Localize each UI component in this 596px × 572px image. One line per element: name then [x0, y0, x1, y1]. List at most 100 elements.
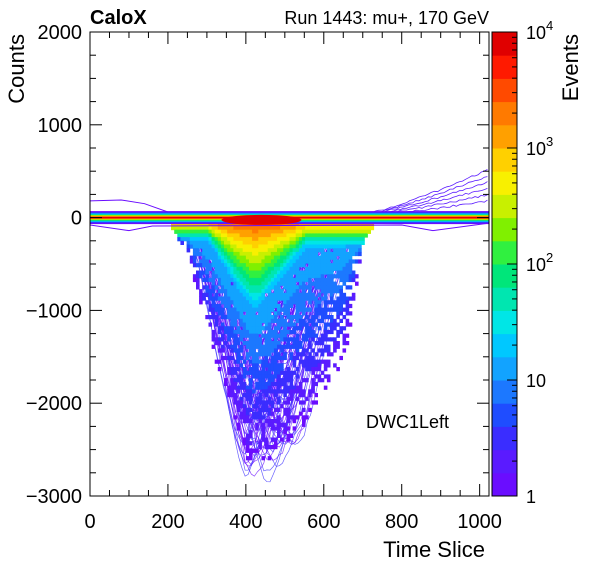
heatmap-cell [308, 285, 312, 290]
heatmap-cell [295, 374, 300, 379]
heatmap-cell [202, 226, 206, 231]
heatmap-cell [283, 300, 287, 305]
heatmap-cell [333, 348, 337, 353]
heatmap-cell [239, 263, 244, 268]
heatmap-cell [236, 285, 241, 290]
heatmap-cell [227, 263, 231, 268]
heatmap-cell [245, 411, 250, 416]
heatmap-cell [317, 274, 322, 279]
heatmap-cell [305, 315, 309, 320]
heatmap-cell [298, 240, 303, 245]
heatmap-cell [286, 244, 290, 249]
heatmap-cell [317, 378, 322, 383]
heatmap-cell [239, 270, 244, 275]
heatmap-cell [258, 307, 262, 312]
heatmap-cell [171, 222, 175, 227]
heatmap-cell [336, 322, 340, 327]
heatmap-cell [323, 240, 328, 245]
heatmap-cell [196, 237, 200, 242]
heatmap-cell [233, 348, 237, 353]
heatmap-cell [280, 229, 284, 234]
heatmap-cell [242, 359, 247, 364]
heatmap-cell [308, 333, 312, 338]
heatmap-cell [270, 422, 275, 427]
heatmap-cell [239, 333, 244, 338]
heatmap-cell [302, 322, 306, 327]
peak-hotspot [221, 214, 302, 225]
heatmap-cell [286, 303, 290, 309]
heatmap-cell [295, 355, 300, 361]
heatmap-cell [236, 296, 241, 301]
heatmap-cell [211, 233, 216, 238]
heatmap-cell [267, 274, 272, 279]
heatmap-cell [239, 251, 244, 257]
color-bar-segment [492, 333, 517, 358]
heatmap-cell [264, 274, 269, 279]
heatmap-cell [273, 359, 278, 364]
heatmap-cell [245, 329, 250, 335]
heatmap-cell [214, 307, 219, 312]
heatmap-cell [292, 415, 297, 420]
heatmap-cell [245, 352, 250, 357]
heatmap-cell [292, 355, 297, 361]
heatmap-cell [261, 370, 265, 375]
heatmap-cell [255, 337, 259, 342]
heatmap-cell [336, 285, 340, 290]
heatmap-cell [245, 263, 250, 268]
heatmap-cell [230, 367, 234, 372]
heatmap-cell [258, 270, 262, 275]
heatmap-cell [305, 226, 309, 231]
heatmap-cell [217, 337, 222, 342]
heatmap-cell [280, 292, 284, 297]
heatmap-cell [239, 226, 244, 231]
heatmap-cell [267, 303, 272, 309]
heatmap-cell [245, 303, 250, 309]
heatmap-cell [252, 374, 256, 379]
heatmap-cell [298, 281, 303, 286]
heatmap-cell [273, 255, 278, 260]
heatmap-cell [339, 263, 343, 268]
heatmap-cell [267, 348, 272, 353]
heatmap-cell [261, 437, 265, 442]
heatmap-cell [317, 248, 322, 253]
heatmap-cell [230, 259, 234, 264]
heatmap-cell [252, 337, 256, 342]
heatmap-cell [224, 292, 228, 297]
heatmap-cell [227, 222, 231, 227]
heatmap-cell [320, 240, 325, 245]
heatmap-cell [227, 259, 231, 264]
heatmap-cell [339, 303, 343, 309]
heatmap-cell [249, 281, 253, 286]
heatmap-cell [230, 233, 234, 238]
heatmap-cell [302, 419, 306, 424]
heatmap-cell [233, 341, 237, 346]
heatmap-cell [208, 315, 213, 320]
heatmap-cell [245, 318, 250, 323]
heatmap-cell [295, 307, 300, 312]
heatmap-cell [239, 411, 244, 416]
heatmap-cell [292, 237, 297, 242]
heatmap-cell [342, 300, 347, 305]
heatmap-cell [270, 411, 275, 416]
heatmap-cell [283, 374, 287, 379]
heatmap-cell [333, 259, 337, 264]
heatmap-cell [286, 285, 290, 290]
heatmap-cell [264, 400, 269, 405]
heatmap-cell [283, 237, 287, 242]
heatmap-cell [264, 240, 269, 245]
heatmap-cell [280, 248, 284, 253]
heatmap-cell [249, 326, 253, 331]
color-bar-segment [492, 380, 517, 404]
heatmap-cell [273, 274, 278, 279]
heatmap-cell [355, 281, 359, 286]
heatmap-cell [286, 322, 290, 327]
heatmap-cell [205, 285, 209, 290]
heatmap-cell [277, 289, 281, 294]
heatmap-cell [242, 404, 247, 409]
experiment-label: CaloX [90, 7, 147, 29]
heatmap-cell [326, 374, 331, 379]
heatmap-cell [280, 237, 284, 242]
heatmap-cell [326, 240, 331, 245]
color-bar-segment [492, 264, 517, 288]
